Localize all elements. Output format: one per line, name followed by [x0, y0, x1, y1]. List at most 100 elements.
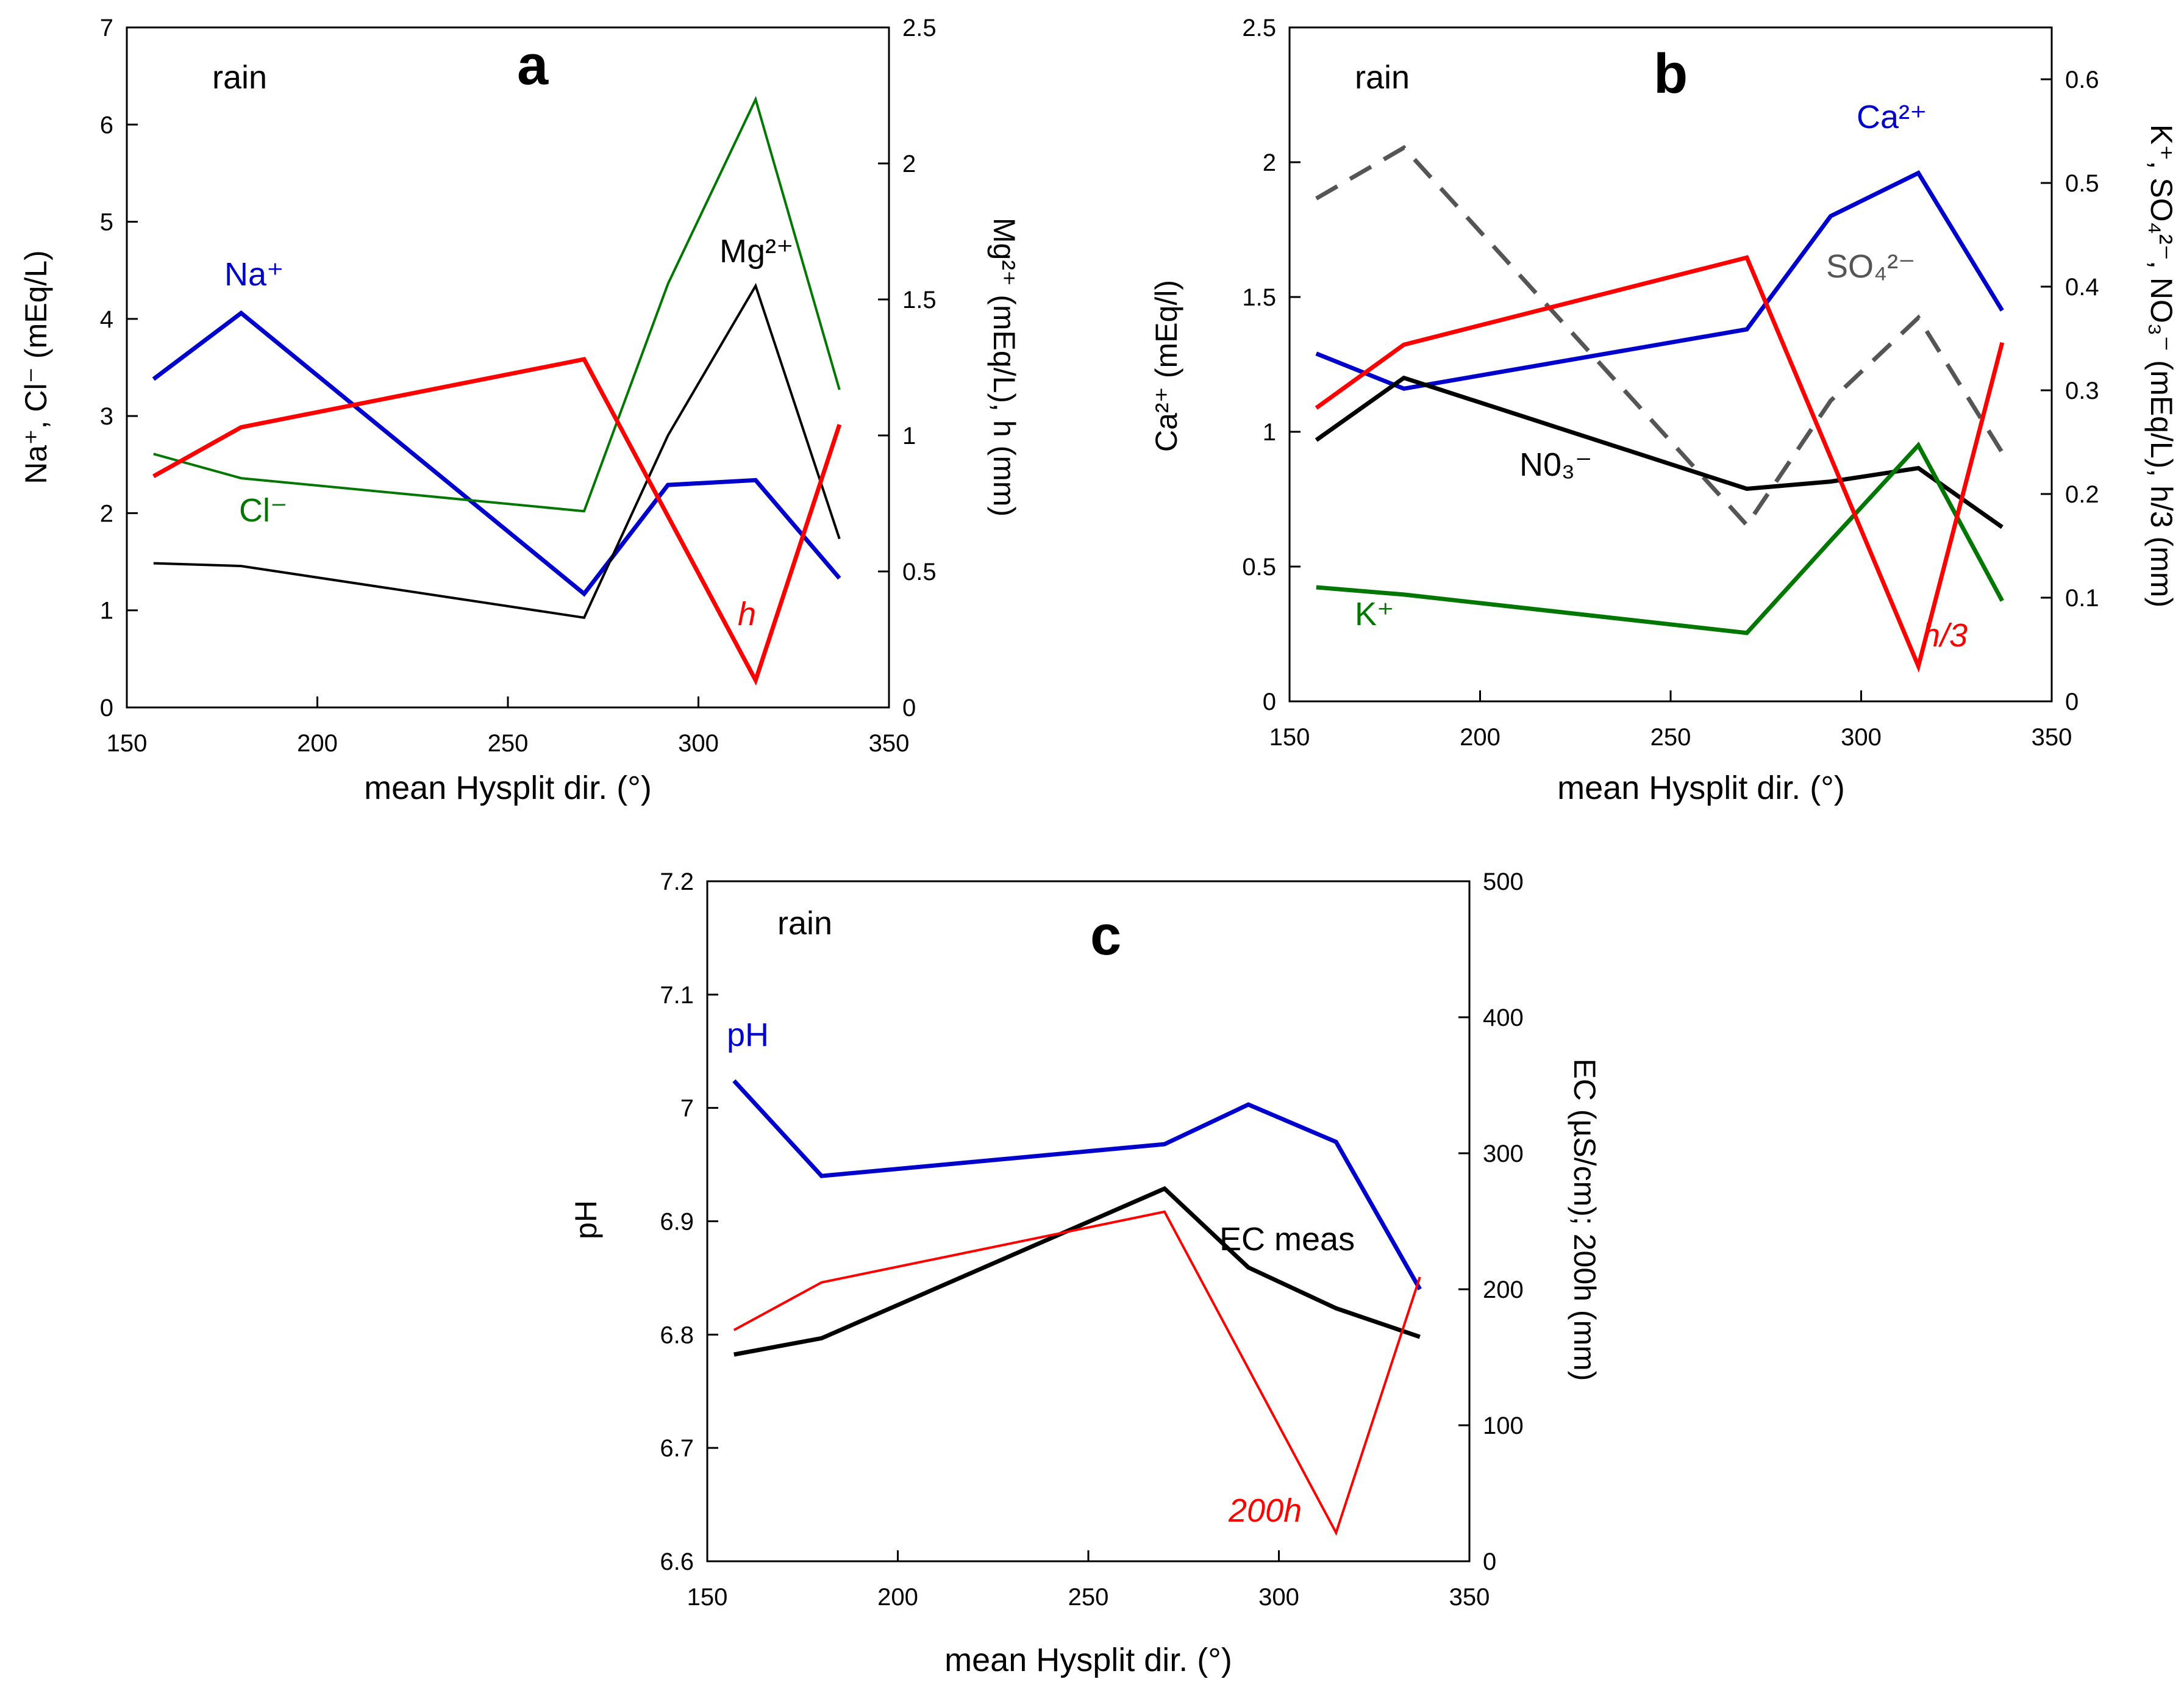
- series-label-na: Na⁺: [224, 256, 284, 293]
- y-right-tick-label-a: 0: [902, 695, 916, 721]
- caption-b: rain: [1355, 59, 1410, 96]
- y-right-tick-label-c: 500: [1483, 868, 1524, 895]
- series-label-so4: SO₄²⁻: [1826, 248, 1916, 285]
- y-left-tick-label-a: 2: [100, 500, 113, 527]
- series-line-a-1: [153, 96, 841, 513]
- ticks-a: 150 200 250 300 350 0 1 2 3 4 5 6 7 0 0.5 1 1.5 2 2.5: [100, 15, 937, 757]
- y-right-tick-label-b: 0.1: [2065, 585, 2099, 612]
- y-left-tick-label-b: 2: [1263, 149, 1276, 176]
- y-left-tick-label-c: 6.6: [660, 1548, 694, 1575]
- x-axis-label-c: mean Hysplit dir. (°): [944, 1642, 1232, 1678]
- y-right-tick-label-c: 100: [1483, 1412, 1524, 1439]
- series-line-a-0: [152, 310, 841, 597]
- y-right-tick-label-b: 0.6: [2065, 66, 2099, 93]
- y-left-tick-label-c: 7.1: [660, 982, 694, 1009]
- series-line-b-0: [1315, 170, 2004, 391]
- series-line-a-2: [153, 282, 841, 620]
- y-left-tick-label-c: 6.7: [660, 1435, 694, 1462]
- panel-label-b: b: [1654, 43, 1688, 105]
- y-left-tick-label-a: 4: [100, 306, 113, 333]
- series-b: [1315, 145, 2005, 673]
- ticks-b: 150 200 250 300 350 0 0.5 1 1.5 2 2.5 0 0.1 0.2 0.3 0.4…: [1242, 15, 2099, 751]
- y-left-tick-label-c: 6.8: [660, 1322, 694, 1348]
- x-tick-label-c: 300: [1258, 1584, 1299, 1611]
- y-right-tick-label-b: 0.3: [2065, 378, 2099, 404]
- series-label-h3: h/3: [1922, 617, 1968, 654]
- y-axis-label-left-b: Ca²⁺ (mEq/l): [1149, 280, 1183, 452]
- y-left-tick-label-b: 0: [1263, 689, 1276, 715]
- y-right-tick-label-c: 200: [1483, 1276, 1524, 1303]
- y-axis-label-left-c: pH: [569, 1200, 603, 1239]
- x-tick-label-a: 350: [869, 730, 910, 757]
- x-axis-label-a: mean Hysplit dir. (°): [364, 770, 652, 806]
- y-right-tick-label-a: 1.5: [902, 287, 937, 313]
- x-tick-label-a: 250: [488, 730, 529, 757]
- x-tick-label-c: 250: [1068, 1584, 1109, 1611]
- y-right-tick-label-b: 0: [2065, 689, 2079, 715]
- caption-c: rain: [777, 905, 832, 942]
- x-tick-label-c: 150: [687, 1584, 728, 1611]
- y-right-tick-label-a: 0.5: [902, 559, 937, 585]
- y-axis-label-right-a: Mg²⁺ (mEq/L), h (mm): [987, 218, 1021, 517]
- y-left-tick-label-b: 2.5: [1242, 15, 1276, 41]
- series-line-b-2: [1315, 375, 2004, 529]
- y-left-tick-label-c: 6.9: [660, 1209, 694, 1236]
- y-axis-label-right-c: EC (µS/cm); 200h (mm): [1568, 1059, 1602, 1381]
- y-right-tick-label-a: 2: [902, 151, 916, 177]
- series-a: [152, 96, 842, 686]
- panel-label-a: a: [517, 34, 549, 96]
- caption-a: rain: [212, 59, 267, 96]
- series-label-no3: N0₃⁻: [1519, 446, 1593, 483]
- y-left-tick-label-a: 0: [100, 695, 113, 721]
- x-tick-label-b: 300: [1841, 724, 1882, 751]
- x-axis-label-b: mean Hysplit dir. (°): [1557, 770, 1845, 806]
- x-tick-label-a: 300: [678, 730, 719, 757]
- panel-c: 150 200 250 300 350 6.6 6.7 6.8 6.9 7 7.1 7.2 0 100 20…: [569, 868, 1602, 1678]
- y-left-tick-label-b: 1: [1263, 419, 1276, 446]
- x-tick-label-c: 200: [877, 1584, 918, 1611]
- ticks-c: 150 200 250 300 350 6.6 6.7 6.8 6.9 7 7.1 7.2 0 100 20…: [660, 868, 1523, 1611]
- series-line-c-0: [732, 1079, 1422, 1290]
- series-line-b-1: [1315, 145, 2004, 529]
- y-right-tick-label-c: 400: [1483, 1004, 1524, 1031]
- y-right-tick-label-b: 0.2: [2065, 481, 2099, 508]
- series-label-mg: Mg²⁺: [719, 233, 794, 270]
- x-tick-label-b: 350: [2032, 724, 2072, 751]
- x-tick-label-c: 350: [1449, 1584, 1490, 1611]
- x-tick-label-a: 150: [107, 730, 148, 757]
- y-left-tick-label-a: 1: [100, 598, 113, 625]
- x-tick-label-a: 200: [297, 730, 338, 757]
- series-label-200h: 200h: [1228, 1492, 1302, 1529]
- y-left-tick-label-b: 0.5: [1242, 554, 1276, 581]
- y-left-tick-label-c: 7: [680, 1095, 694, 1122]
- series-line-b-3: [1316, 442, 2004, 635]
- series-label-cl: Cl⁻: [239, 492, 288, 529]
- y-left-tick-label-a: 7: [100, 15, 113, 41]
- series-c: [732, 1079, 1422, 1536]
- series-label-ph: pH: [727, 1017, 769, 1053]
- y-left-tick-label-b: 1.5: [1242, 284, 1276, 311]
- series-label-ca: Ca²⁺: [1857, 99, 1927, 135]
- series-label-h: h: [738, 596, 756, 632]
- y-left-tick-label-c: 7.2: [660, 868, 694, 895]
- x-tick-label-b: 150: [1269, 724, 1310, 751]
- series-line-c-2: [733, 1210, 1421, 1536]
- y-right-tick-label-a: 2.5: [902, 15, 937, 41]
- y-axis-label-left-a: Na⁺, Cl⁻ (mEq/L): [19, 250, 53, 484]
- y-left-tick-label-a: 5: [100, 209, 113, 236]
- y-right-tick-label-b: 0.4: [2065, 274, 2099, 301]
- series-label-k: K⁺: [1355, 596, 1394, 632]
- x-tick-label-b: 250: [1650, 724, 1691, 751]
- x-tick-label-b: 200: [1460, 724, 1501, 751]
- y-axis-label-right-b: K⁺, SO₄²⁻, NO₃⁻ (mEq/L), h/3 (mm): [2144, 124, 2179, 607]
- y-right-tick-label-c: 300: [1483, 1140, 1524, 1167]
- panel-a: 150 200 250 300 350 0 1 2 3 4 5 6 7 0 0.5 1 1.5 2 2.5 rain…: [19, 15, 1021, 806]
- panel-label-c: c: [1090, 904, 1121, 967]
- y-right-tick-label-b: 0.5: [2065, 170, 2099, 197]
- y-left-tick-label-a: 3: [100, 403, 113, 430]
- series-line-c-1: [733, 1186, 1421, 1357]
- y-left-tick-label-a: 6: [100, 112, 113, 138]
- series-label-ec: EC meas: [1219, 1221, 1355, 1258]
- panel-b: 150 200 250 300 350 0 0.5 1 1.5 2 2.5 0 0.1 0.2 0.3 0.4…: [1149, 15, 2179, 806]
